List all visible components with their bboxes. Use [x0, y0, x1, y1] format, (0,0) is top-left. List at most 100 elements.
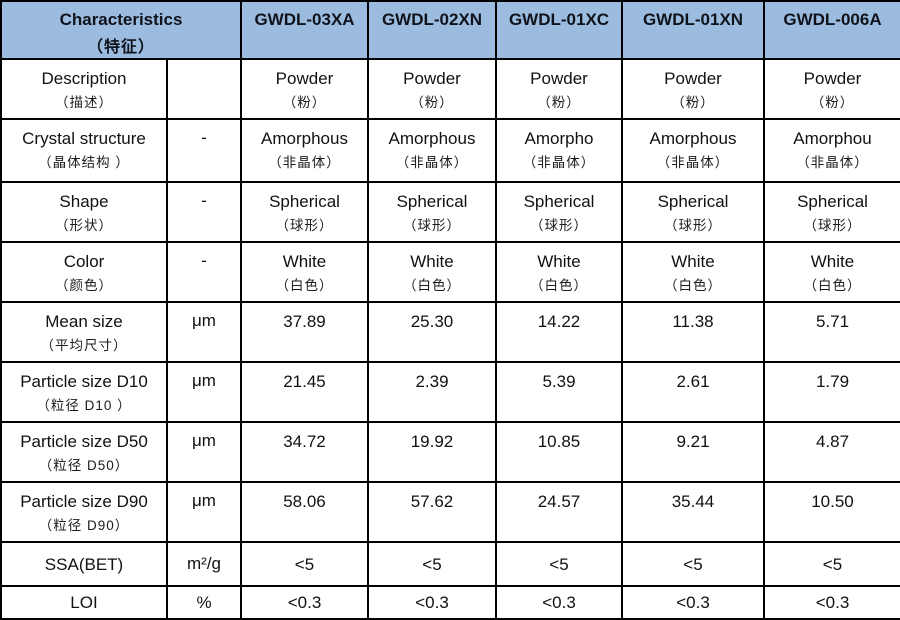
value-text-cn: （非晶体） — [395, 155, 469, 170]
value-text: 5.39 — [542, 372, 576, 391]
row-label: Description （描述） — [0, 58, 168, 120]
value-cell: Amorphou （非晶体） — [763, 118, 900, 183]
value-cell: Spherical （球形） — [621, 181, 765, 243]
table-row: Particle size D90 （粒径 D90） μm 58.06 57.62 24.… — [0, 481, 900, 543]
row-label-en: LOI — [70, 593, 98, 612]
value-cell: 24.57 — [495, 481, 623, 543]
value-text: 14.22 — [537, 312, 581, 331]
row-unit: - — [166, 118, 242, 183]
value-text: Powder — [403, 69, 461, 88]
table-row: SSA(BET) m²/g <5 <5 <5 <5 <5 — [0, 541, 900, 587]
value-text: 11.38 — [672, 312, 714, 331]
row-label-cn: （粒径 D90） — [38, 518, 130, 533]
row-label: SSA(BET) — [0, 541, 168, 587]
value-text: 2.39 — [415, 372, 449, 391]
value-text-cn: （非晶体） — [268, 155, 341, 170]
value-text-cn: （白色） — [530, 278, 588, 293]
value-text-cn: （白色） — [403, 278, 461, 293]
value-text: 2.61 — [676, 372, 710, 391]
value-cell: 10.50 — [763, 481, 900, 543]
row-label-cn: （晶体结构 ） — [38, 155, 130, 170]
value-text: <0.3 — [815, 593, 850, 612]
value-text: Powder — [664, 69, 722, 88]
value-cell: Amorphous （非晶体） — [621, 118, 765, 183]
value-cell: Spherical （球形） — [495, 181, 623, 243]
value-text: White — [282, 252, 327, 271]
value-cell: Powder （粉） — [763, 58, 900, 120]
value-text-cn: （球形） — [403, 218, 461, 233]
value-text: 24.57 — [537, 492, 581, 511]
value-text: 58.06 — [283, 492, 326, 511]
value-text: White — [671, 252, 715, 271]
value-cell: <5 — [763, 541, 900, 587]
value-text-cn: （非晶体） — [656, 155, 730, 170]
value-text: <5 — [822, 554, 843, 574]
product-header-gwdl-01xn: GWDL-01XN — [621, 0, 765, 60]
value-text: Amorphou — [793, 129, 872, 148]
value-text: Spherical — [269, 192, 340, 211]
value-cell: <0.3 — [621, 585, 765, 620]
value-cell: Amorphous （非晶体） — [240, 118, 369, 183]
value-cell: <0.3 — [240, 585, 369, 620]
value-text: Spherical — [797, 192, 868, 211]
value-cell: <5 — [367, 541, 497, 587]
value-text: 19.92 — [410, 432, 454, 451]
value-cell: 5.71 — [763, 301, 900, 363]
value-text-cn: （白色） — [803, 278, 862, 293]
table-row: Description （描述） Powder （粉） Powder （粉） Powder （… — [0, 58, 900, 120]
value-text-cn: （白色） — [664, 278, 722, 293]
row-label: Mean size （平均尺寸） — [0, 301, 168, 363]
value-text-cn: （粉） — [671, 95, 715, 110]
value-text: 34.72 — [283, 432, 326, 451]
value-cell: White （白色） — [621, 241, 765, 303]
row-label-cn: （平均尺寸） — [40, 338, 128, 353]
value-cell: Spherical （球形） — [240, 181, 369, 243]
value-cell: 58.06 — [240, 481, 369, 543]
row-label-en: Particle size D50 — [20, 432, 148, 451]
value-text: White — [537, 252, 581, 271]
value-cell: <5 — [240, 541, 369, 587]
product-header-gwdl-01xc: GWDL-01XC — [495, 0, 623, 60]
value-cell: Powder （粉） — [240, 58, 369, 120]
value-cell: Spherical （球形） — [763, 181, 900, 243]
value-cell: 1.79 — [763, 361, 900, 423]
row-label: LOI — [0, 585, 168, 620]
value-cell: Spherical （球形） — [367, 181, 497, 243]
value-cell: White （白色） — [495, 241, 623, 303]
value-text: 1.79 — [815, 372, 850, 391]
value-text: Spherical — [657, 192, 729, 211]
value-cell: 57.62 — [367, 481, 497, 543]
value-text: Powder — [275, 69, 334, 88]
row-label: Shape （形状） — [0, 181, 168, 243]
value-text: 35.44 — [671, 492, 715, 511]
table-row: Shape （形状） - Spherical （球形） Spherical （球形） Sphe… — [0, 181, 900, 243]
row-label-cn: （粒径 D10 ） — [36, 398, 132, 413]
value-cell: <0.3 — [495, 585, 623, 620]
value-text-cn: （球形） — [530, 218, 588, 233]
value-cell: 10.85 — [495, 421, 623, 483]
value-cell: 14.22 — [495, 301, 623, 363]
value-text-cn: （非晶体） — [522, 155, 596, 170]
value-cell: 2.39 — [367, 361, 497, 423]
value-text-cn: （粉） — [282, 95, 327, 110]
row-label-cn: （颜色） — [55, 278, 113, 293]
value-text: Spherical — [523, 192, 595, 211]
row-unit: m²/g — [166, 541, 242, 587]
row-unit — [166, 58, 242, 120]
value-text: 10.50 — [811, 492, 854, 511]
table-row: Mean size （平均尺寸） μm 37.89 25.30 14.22 11.38 5.7… — [0, 301, 900, 363]
row-label-en: SSA(BET) — [44, 554, 124, 574]
value-text: Amorphous — [388, 129, 476, 148]
row-label-en: Crystal structure — [22, 129, 146, 148]
value-text: <0.3 — [542, 593, 576, 612]
product-header-gwdl-006a: GWDL-006A — [763, 0, 900, 60]
value-text: 9.21 — [676, 432, 710, 451]
value-text-cn: （非晶体） — [796, 155, 869, 170]
value-text-cn: （球形） — [275, 218, 334, 233]
value-cell: 19.92 — [367, 421, 497, 483]
value-text: Powder — [803, 69, 862, 88]
row-label: Particle size D90 （粒径 D90） — [0, 481, 168, 543]
value-cell: <5 — [495, 541, 623, 587]
value-text: White — [410, 252, 454, 271]
value-text: <0.3 — [287, 593, 322, 612]
